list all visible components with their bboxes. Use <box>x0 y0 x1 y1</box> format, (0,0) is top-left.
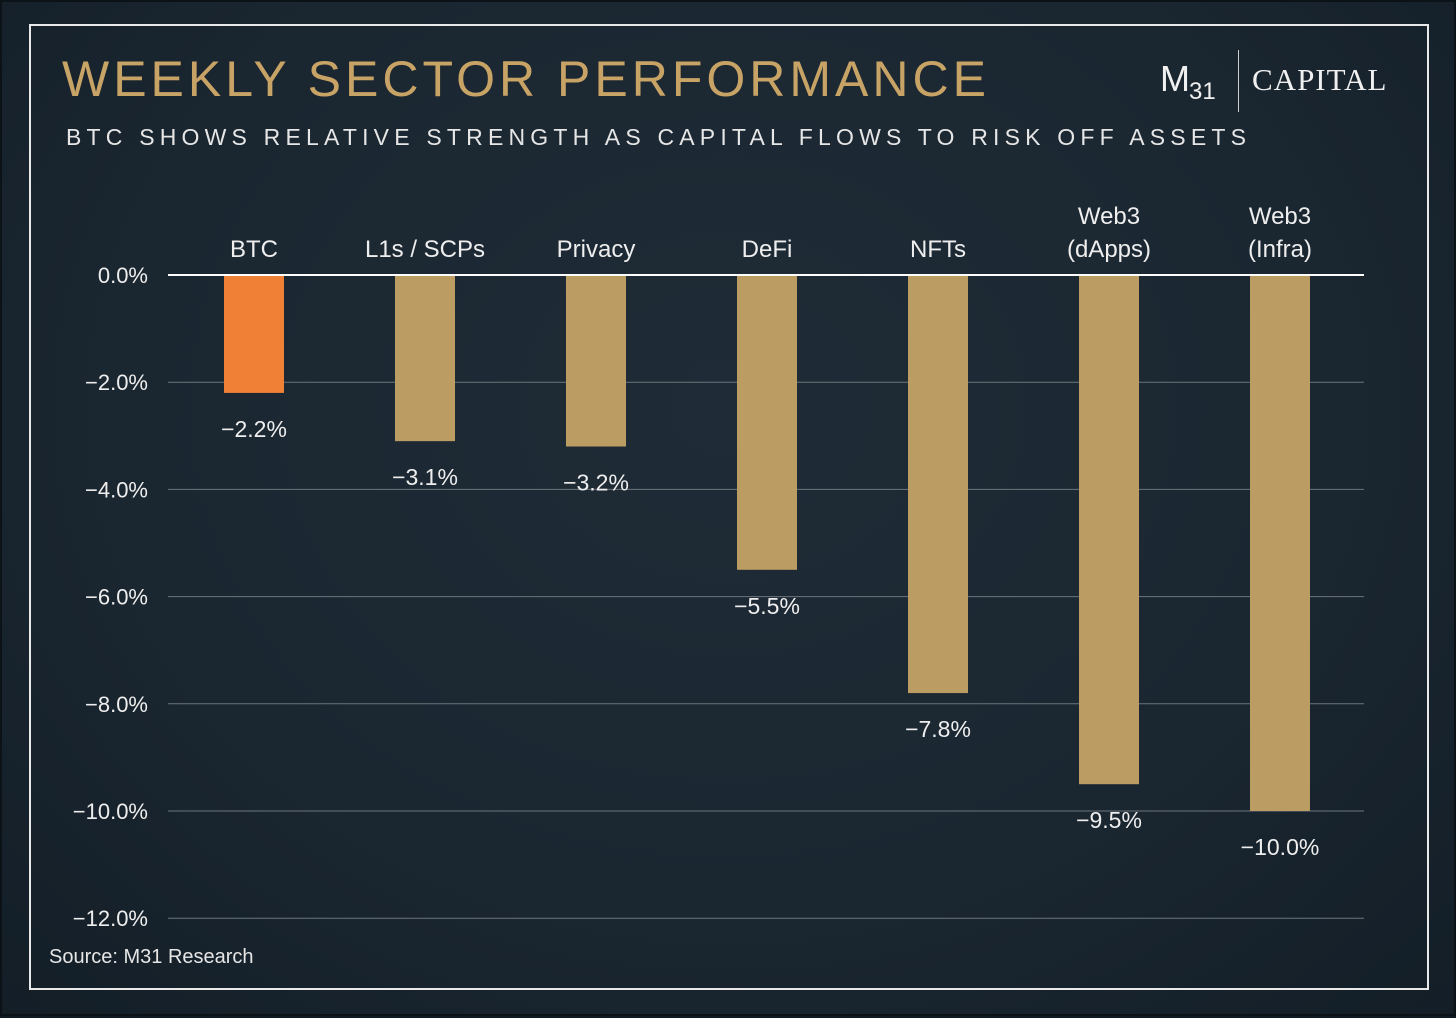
bar <box>395 276 455 442</box>
data-label: −2.2% <box>221 416 287 442</box>
logo-divider <box>1238 50 1239 112</box>
y-tick-label: −2.0% <box>85 370 148 395</box>
category-labels: BTC L1s / SCPs Privacy DeFi NFTs Web3 (dApps) W… <box>230 203 1312 263</box>
brand-logo: M 31 CAPITAL <box>1152 50 1402 112</box>
category-label: Privacy <box>557 236 636 263</box>
category-label: DeFi <box>742 236 793 263</box>
bar <box>1079 276 1139 785</box>
chart-frame <box>29 24 1429 990</box>
category-label: (Infra) <box>1248 236 1312 263</box>
data-label: −3.1% <box>392 464 458 490</box>
source-note: Source: M31 Research <box>49 946 254 968</box>
category-label: Web3 <box>1078 203 1140 230</box>
data-label: −5.5% <box>734 593 800 619</box>
chart-subtitle: BTC SHOWS RELATIVE STRENGTH AS CAPITAL F… <box>66 124 1252 150</box>
category-label: NFTs <box>910 236 966 263</box>
data-label: −3.2% <box>563 470 629 496</box>
data-label: −10.0% <box>1241 834 1320 860</box>
bar <box>908 276 968 694</box>
y-tick-label: −12.0% <box>73 906 148 931</box>
y-axis-tick-labels: 0.0% −2.0% −4.0% −6.0% −8.0% −10.0% −12.0% <box>73 263 148 931</box>
category-label: (dApps) <box>1067 236 1151 263</box>
bar <box>224 276 284 393</box>
data-label: −9.5% <box>1076 807 1142 833</box>
category-label: L1s / SCPs <box>365 236 485 263</box>
logo-mark: M <box>1160 58 1190 99</box>
y-tick-label: −8.0% <box>85 692 148 717</box>
chart-title: WEEKLY SECTOR PERFORMANCE <box>62 51 990 107</box>
data-labels: −2.2% −3.1% −3.2% −5.5% −7.8% −9.5% −10.0% <box>221 416 1319 860</box>
logo-mark-subscript: 31 <box>1189 78 1216 105</box>
category-label: Web3 <box>1249 203 1311 230</box>
bar <box>737 276 797 570</box>
y-tick-label: −6.0% <box>85 585 148 610</box>
logo-wordmark: CAPITAL <box>1252 62 1388 97</box>
category-label: BTC <box>230 236 278 263</box>
data-label: −7.8% <box>905 716 971 742</box>
bars-layer <box>224 276 1310 811</box>
bar <box>566 276 626 447</box>
y-tick-label: −10.0% <box>73 799 148 824</box>
bar <box>1250 276 1310 811</box>
y-tick-label: 0.0% <box>98 263 148 288</box>
y-tick-label: −4.0% <box>85 477 148 502</box>
